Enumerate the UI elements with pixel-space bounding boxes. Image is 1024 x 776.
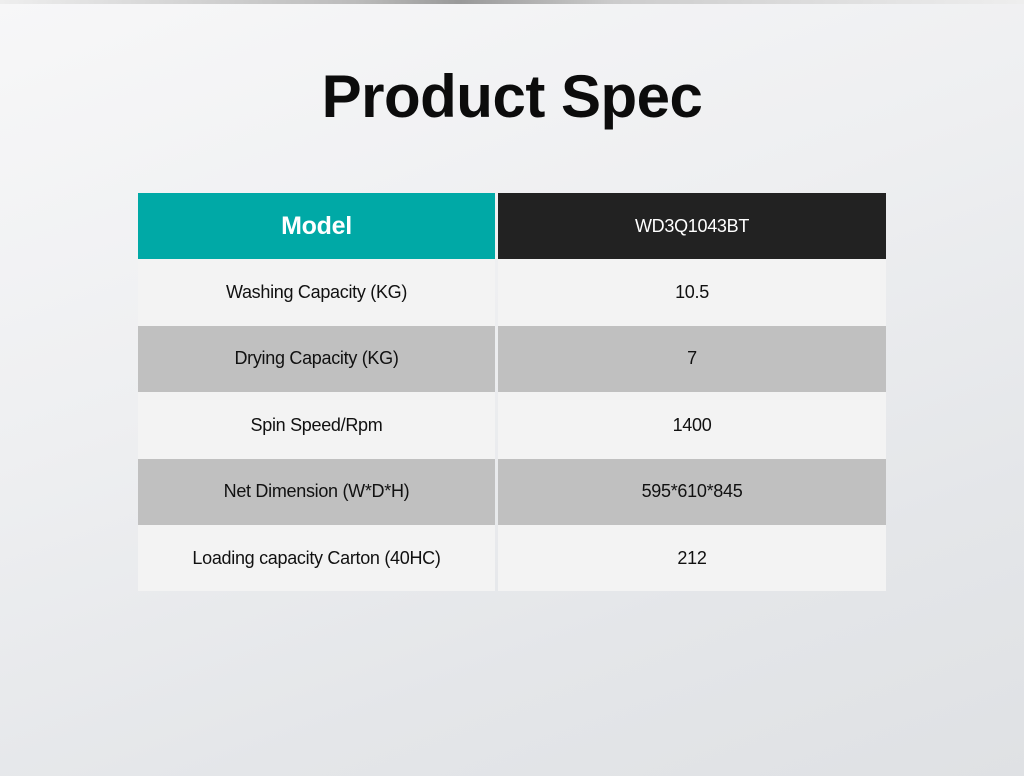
row-value: 10.5 (498, 259, 886, 326)
row-label: Loading capacity Carton (40HC) (138, 524, 495, 592)
header-label: Model (138, 193, 495, 260)
row-value: 212 (498, 524, 886, 592)
row-value: 595*610*845 (498, 458, 886, 525)
table-row: Spin Speed/Rpm 1400 (138, 392, 886, 459)
top-decoration (0, 0, 1024, 4)
row-value: 7 (498, 325, 886, 393)
row-value: 1400 (498, 392, 886, 459)
row-label: Washing Capacity (KG) (138, 259, 495, 326)
table-row: Net Dimension (W*D*H) 595*610*845 (138, 458, 886, 525)
table-row: Drying Capacity (KG) 7 (138, 325, 886, 393)
header-value: WD3Q1043BT (498, 193, 886, 260)
row-label: Spin Speed/Rpm (138, 392, 495, 459)
spec-table: Model WD3Q1043BT Washing Capacity (KG) 1… (138, 193, 886, 592)
table-row: Washing Capacity (KG) 10.5 (138, 259, 886, 326)
row-label: Drying Capacity (KG) (138, 325, 495, 393)
row-label: Net Dimension (W*D*H) (138, 458, 495, 525)
table-header-row: Model WD3Q1043BT (138, 193, 886, 260)
page-title: Product Spec (321, 63, 703, 130)
table-row: Loading capacity Carton (40HC) 212 (138, 524, 886, 592)
